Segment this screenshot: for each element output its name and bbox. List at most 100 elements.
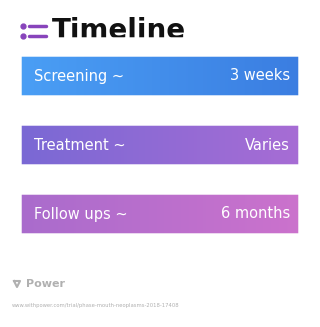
Bar	[162, 116, 163, 174]
Bar	[172, 185, 173, 243]
Bar	[184, 185, 186, 243]
Bar	[278, 47, 280, 105]
Bar	[107, 47, 108, 105]
Bar	[151, 185, 152, 243]
Bar	[52, 185, 53, 243]
Bar	[35, 116, 36, 174]
Bar	[268, 185, 270, 243]
Bar	[306, 185, 308, 243]
Bar	[88, 185, 90, 243]
Bar	[80, 47, 82, 105]
Bar	[201, 47, 203, 105]
Bar	[178, 185, 180, 243]
Bar	[293, 185, 295, 243]
Bar	[206, 116, 208, 174]
Bar	[285, 185, 287, 243]
Bar	[102, 47, 104, 105]
Bar	[223, 116, 224, 174]
Bar	[308, 185, 309, 243]
Bar	[61, 116, 63, 174]
Bar	[304, 116, 306, 174]
Bar	[247, 47, 248, 105]
Bar	[172, 116, 173, 174]
Bar	[126, 116, 127, 174]
Bar	[242, 185, 243, 243]
Bar	[268, 47, 270, 105]
Bar	[207, 47, 209, 105]
Bar	[53, 116, 55, 174]
Bar	[249, 47, 250, 105]
Bar	[253, 116, 255, 174]
Bar	[281, 116, 283, 174]
Bar	[34, 47, 35, 105]
Bar	[37, 116, 38, 174]
Text: Follow ups ~: Follow ups ~	[34, 206, 128, 221]
Bar	[185, 116, 187, 174]
Bar	[218, 185, 220, 243]
Bar	[33, 185, 34, 243]
Bar	[258, 116, 259, 174]
Bar	[20, 185, 21, 243]
Bar	[165, 116, 167, 174]
Bar	[36, 47, 37, 105]
Bar	[186, 185, 188, 243]
Bar	[46, 185, 47, 243]
Bar	[21, 116, 22, 174]
Bar	[83, 185, 85, 243]
Bar	[212, 47, 213, 105]
Bar	[252, 185, 253, 243]
Bar	[148, 116, 150, 174]
Bar	[50, 47, 51, 105]
Bar	[232, 185, 233, 243]
Bar	[263, 47, 265, 105]
Bar	[79, 116, 81, 174]
Text: Power: Power	[26, 279, 65, 289]
Bar	[19, 185, 20, 243]
Bar	[295, 185, 297, 243]
Bar	[252, 47, 253, 105]
Bar	[188, 116, 190, 174]
Bar	[107, 185, 108, 243]
Bar	[58, 47, 59, 105]
Bar	[14, 116, 15, 174]
Bar	[70, 185, 72, 243]
Bar	[182, 116, 184, 174]
Bar	[55, 116, 56, 174]
Bar	[60, 47, 62, 105]
Bar	[180, 116, 182, 174]
Bar	[152, 185, 153, 243]
Bar	[163, 185, 164, 243]
Bar	[141, 47, 142, 105]
Bar	[221, 47, 222, 105]
Bar	[96, 185, 98, 243]
Bar	[108, 47, 109, 105]
Bar	[292, 47, 294, 105]
Bar	[80, 116, 82, 174]
Bar	[136, 116, 137, 174]
Bar	[87, 185, 89, 243]
Bar	[293, 116, 295, 174]
Bar	[251, 47, 252, 105]
Bar	[243, 185, 244, 243]
Bar	[61, 47, 63, 105]
Bar	[14, 185, 15, 243]
Bar	[100, 47, 101, 105]
Bar	[237, 47, 238, 105]
Bar	[92, 116, 94, 174]
Bar	[66, 47, 67, 105]
Bar	[111, 116, 113, 174]
Bar	[120, 47, 121, 105]
Bar	[59, 185, 60, 243]
Bar	[77, 185, 79, 243]
Bar	[278, 116, 280, 174]
Bar	[41, 185, 42, 243]
Bar	[71, 185, 73, 243]
Bar	[300, 116, 301, 174]
Bar	[274, 185, 276, 243]
Bar	[253, 47, 255, 105]
Bar	[271, 185, 273, 243]
Bar	[75, 185, 77, 243]
Bar	[258, 47, 259, 105]
Bar	[108, 185, 109, 243]
Bar	[283, 185, 285, 243]
